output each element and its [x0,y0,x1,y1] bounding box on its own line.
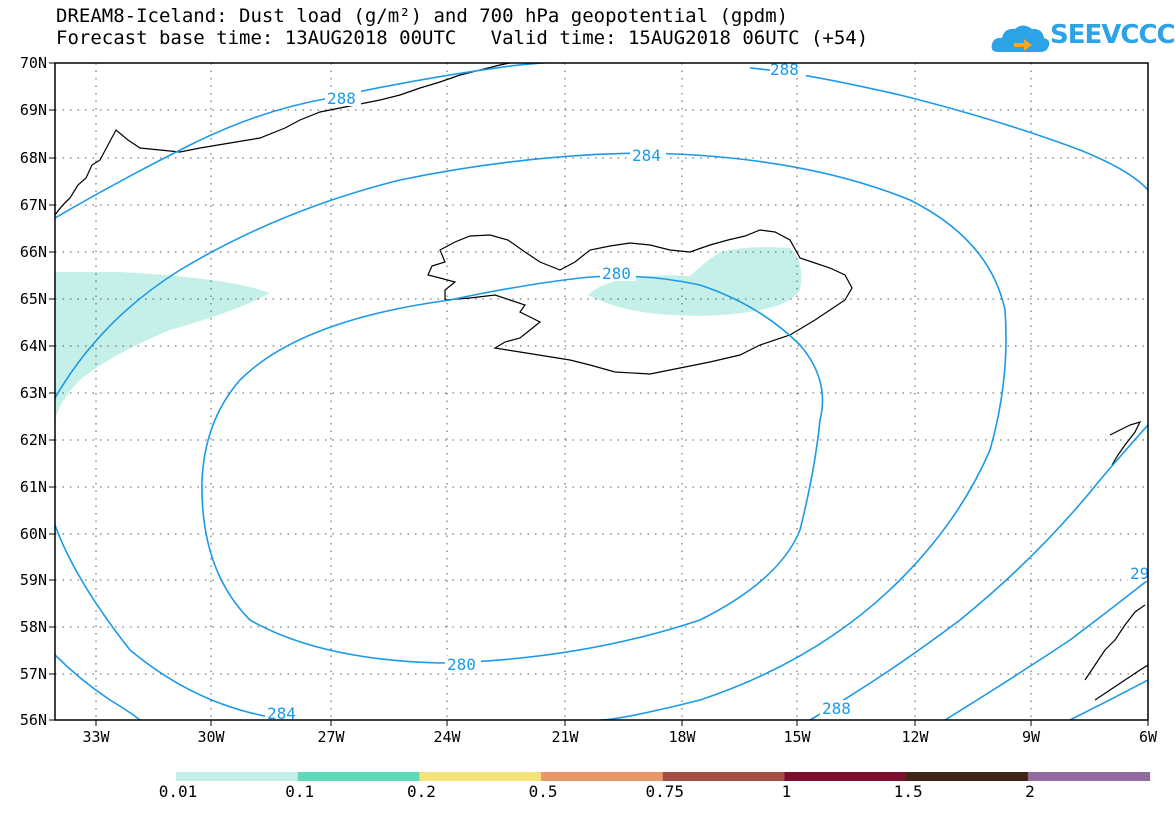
faroe-coast [1109,421,1142,466]
lon-label: 9W [1022,728,1041,746]
lat-label: 68N [20,149,47,167]
contour-label: 284 [632,146,661,165]
contour-288-south [55,424,1148,720]
contour-29-se [944,579,1148,720]
lon-label: 33W [82,728,110,746]
lon-label: 18W [668,728,696,746]
contour-labels: 288 288 284 280 280 284 288 29 [265,60,1149,723]
dust-area-west [55,272,270,420]
colorbar [176,772,1151,781]
lat-label: 63N [20,384,47,402]
lat-label: 69N [20,101,47,119]
latitude-labels: 70N 69N 68N 67N 66N 65N 64N 63N 62N 61N … [20,54,47,729]
axis-ticks [49,62,1149,726]
contour-label: 288 [770,60,799,79]
iceland-coast [427,229,853,375]
colorbar-swatch [906,772,1029,781]
contour-label: 280 [447,655,476,674]
lon-label: 12W [901,728,929,746]
contour-284-north [55,152,1007,720]
lon-label: 21W [551,728,579,746]
colorbar-label: 1.5 [893,782,923,801]
contour-label: 284 [267,704,296,723]
lat-label: 62N [20,431,47,449]
map-frame [54,62,1149,721]
lon-label: 27W [317,728,345,746]
lat-label: 66N [20,243,47,261]
lat-label: 64N [20,337,47,355]
lon-label: 15W [783,728,811,746]
lat-label: 60N [20,525,47,543]
contour-label: 288 [327,89,356,108]
scotland-coast [1084,604,1148,701]
colorbar-swatch [784,772,907,781]
contour-label: 280 [602,264,631,283]
lat-label: 70N [20,54,47,72]
lon-label: 24W [433,728,461,746]
lon-label: 6W [1139,728,1158,746]
contour-288-north [55,63,1148,219]
lat-label: 61N [20,478,47,496]
longitude-labels: 33W 30W 27W 24W 21W 18W 15W 12W 9W 6W [82,728,1158,746]
colorbar-swatch [297,772,420,781]
coastlines [55,63,1148,701]
lon-label: 30W [197,728,225,746]
colorbar-label: 0.1 [285,782,315,801]
lat-label: 65N [20,290,47,308]
colorbar-label: 0.01 [158,782,198,801]
lat-label: 57N [20,665,47,683]
greenland-coast [55,63,511,216]
colorbar-swatch [1027,772,1151,781]
colorbar-swatch [176,772,299,781]
map-area [55,63,1148,720]
colorbar-label: 1 [781,782,792,801]
lat-label: 56N [20,711,47,729]
colorbar-label: 2 [1025,782,1035,801]
logo-text: SEEVCCC [1050,20,1175,50]
lat-label: 58N [20,618,47,636]
contour-label: 288 [822,699,851,718]
cloud-icon [991,25,1050,52]
map-title: DREAM8-Iceland: Dust load (g/m²) and 700… [56,5,789,27]
colorbar-swatch [419,772,542,781]
contour-280 [201,275,824,664]
graticule [55,63,1148,720]
colorbar-label: 0.75 [645,782,685,801]
geopotential-contours [55,63,1148,720]
lat-label: 67N [20,196,47,214]
colorbar-label: 0.5 [528,782,558,801]
contour-label: 29 [1130,564,1149,583]
forecast-times: Forecast base time: 13AUG2018 00UTC Vali… [56,27,869,49]
colorbar-swatch [541,772,664,781]
lat-label: 59N [20,571,47,589]
colorbar-swatch [662,772,785,781]
colorbar-label: 0.2 [406,782,436,801]
